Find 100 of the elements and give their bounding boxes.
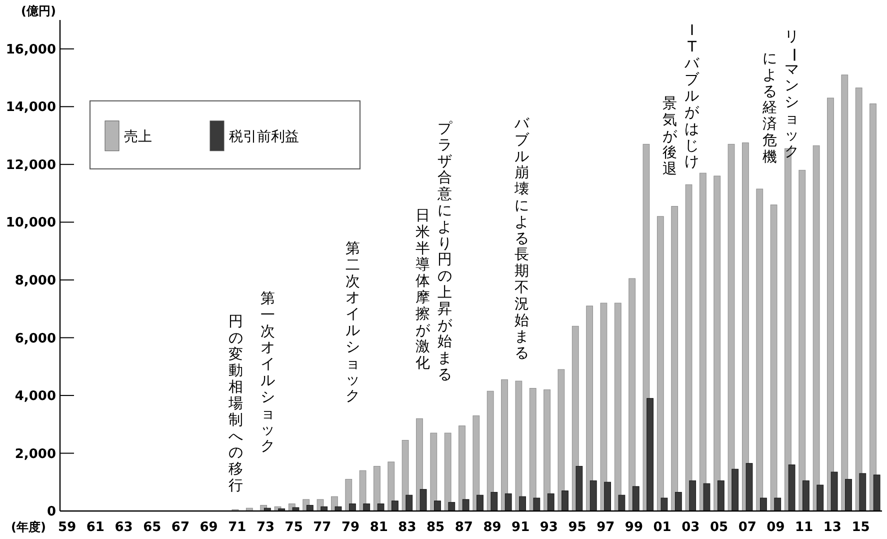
x-tick-label: 03 xyxy=(682,520,700,535)
bar xyxy=(632,486,640,512)
bar xyxy=(486,390,494,512)
bar xyxy=(363,504,370,512)
x-tick-label: 69 xyxy=(200,520,218,535)
bar xyxy=(714,176,721,512)
bar xyxy=(816,484,824,512)
bar xyxy=(544,389,550,512)
bar xyxy=(444,432,452,512)
x-tick-label: 75 xyxy=(284,520,303,535)
bar xyxy=(519,496,526,512)
bar xyxy=(472,415,480,512)
bar xyxy=(798,170,806,512)
x-tick-label: 09 xyxy=(766,520,785,535)
bar xyxy=(430,432,438,512)
bar xyxy=(558,369,565,512)
x-tick-label: 91 xyxy=(512,520,530,535)
legend-label: 売上 xyxy=(124,128,152,145)
bar xyxy=(660,498,668,512)
bar xyxy=(728,144,735,512)
bar xyxy=(646,398,654,512)
annotation: による経済危機 xyxy=(762,51,778,166)
bar xyxy=(774,498,782,512)
x-tick-label: 65 xyxy=(143,520,162,535)
x-tick-label: 13 xyxy=(823,520,842,535)
bar xyxy=(515,380,522,512)
y-tick-label: 4,000 xyxy=(14,389,56,404)
x-tick-label: 81 xyxy=(370,520,388,535)
bar xyxy=(349,504,356,512)
annotation: 景気が後退 xyxy=(662,95,678,178)
bar xyxy=(770,204,778,512)
bar xyxy=(618,494,626,512)
x-tick-label: 73 xyxy=(256,520,275,535)
bar xyxy=(359,470,366,512)
bar xyxy=(656,216,664,512)
legend-label: 税引前利益 xyxy=(229,128,299,145)
bar xyxy=(392,500,398,512)
bar xyxy=(377,504,384,512)
x-tick-label: 01 xyxy=(653,520,672,535)
bar xyxy=(458,426,466,512)
bar xyxy=(742,142,749,512)
bar xyxy=(671,206,678,512)
annotation: リーマンショック xyxy=(784,29,801,160)
text: 第二次オイルショック xyxy=(346,241,360,405)
x-tick-label: 89 xyxy=(483,520,502,535)
bar xyxy=(292,507,300,512)
bar xyxy=(855,88,862,512)
bar xyxy=(717,480,724,512)
text: バブル崩壊による長期不況始まる xyxy=(514,116,530,362)
bar xyxy=(576,466,583,512)
bar xyxy=(685,184,692,512)
x-tick-label: 15 xyxy=(852,520,870,535)
bar xyxy=(374,466,380,512)
x-tick-label: 61 xyxy=(86,520,104,535)
y-axis-title: (億円) xyxy=(21,4,56,18)
bar xyxy=(746,463,753,512)
bar xyxy=(845,478,852,512)
y-tick-label: 2,000 xyxy=(14,446,56,462)
bar xyxy=(434,500,441,512)
x-tick-label: 83 xyxy=(398,520,416,535)
bar xyxy=(756,188,764,512)
bar xyxy=(562,490,568,512)
bar xyxy=(604,482,611,512)
bar xyxy=(802,480,810,512)
bar xyxy=(830,472,838,512)
bar xyxy=(420,489,427,512)
bar xyxy=(703,483,710,512)
y-tick-label: 8,000 xyxy=(14,273,56,288)
bar xyxy=(812,145,820,512)
bar xyxy=(586,306,593,512)
bar xyxy=(504,493,512,512)
bar xyxy=(788,464,796,512)
y-tick-label: 12,000 xyxy=(6,158,56,173)
bar xyxy=(345,478,352,512)
text: 日米半導体摩擦が激化 xyxy=(416,208,430,372)
bar xyxy=(448,502,456,512)
bar xyxy=(732,468,739,512)
x-tick-label: 71 xyxy=(228,520,246,535)
x-tick-label: 59 xyxy=(58,520,76,535)
y-tick-label: 14,000 xyxy=(6,100,56,116)
bar xyxy=(614,302,622,512)
y-tick-label: 16,000 xyxy=(6,42,56,58)
x-tick-label: 79 xyxy=(341,520,360,535)
bar xyxy=(873,474,880,512)
y-tick-label: 6,000 xyxy=(14,331,56,346)
text: プラザ合意により円の上昇が始まる xyxy=(438,121,452,383)
text: 円の変動相場制への移行 xyxy=(228,314,244,494)
x-tick-label: 07 xyxy=(738,520,756,535)
bar xyxy=(416,418,423,512)
x-axis-title: (年度) xyxy=(11,520,46,534)
x-tick-label: 05 xyxy=(710,520,728,535)
bar xyxy=(406,494,413,512)
bar xyxy=(689,480,696,512)
x-tick-label: 11 xyxy=(795,520,814,535)
x-tick-label: 99 xyxy=(624,520,644,535)
bar xyxy=(529,388,536,512)
bar xyxy=(674,492,682,512)
bar xyxy=(501,379,508,512)
x-tick-label: 77 xyxy=(313,520,332,535)
text: 第一次オイルショック xyxy=(260,291,276,455)
